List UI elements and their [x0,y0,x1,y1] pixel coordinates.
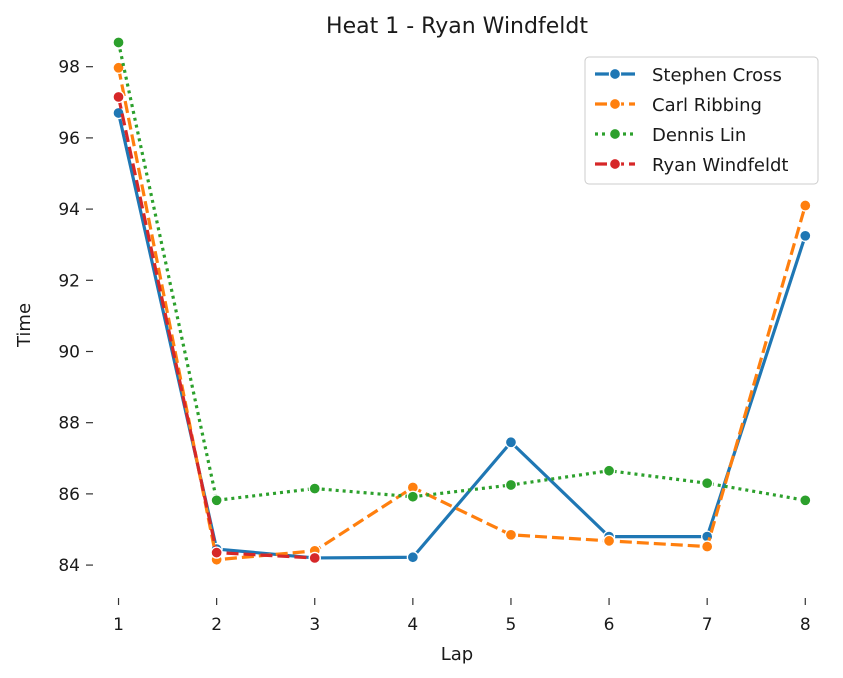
data-point [799,494,812,507]
x-tick-label: 1 [113,615,124,635]
series-line [116,112,807,560]
data-point [210,546,223,559]
legend-marker [608,67,622,81]
series-dennis-lin [112,36,812,507]
y-tick-label: 90 [58,342,80,362]
legend: Stephen Cross Carl Ribbing Dennis Lin Ryan … [584,56,819,185]
data-point [701,540,714,553]
y-axis-label: Time [14,303,35,348]
series-layer [112,36,812,566]
x-tick-label: 5 [506,615,517,635]
y-tick-label: 92 [58,271,80,291]
series-ryan-windfeldt [112,90,321,565]
series-line [116,42,806,502]
series-carl-ribbing [112,61,812,566]
data-point [504,528,518,541]
data-point [799,229,812,242]
y-tick-label: 98 [58,58,80,78]
data-point [112,90,125,104]
y-tick-label: 88 [58,414,80,434]
data-point [210,494,223,507]
legend-item: Dennis Lin [595,125,746,146]
chart-title: Heat 1 - Ryan Windfeldt [326,14,588,39]
data-point [504,478,518,492]
x-tick-label: 7 [702,615,713,635]
x-tick-label: 2 [211,615,222,635]
x-tick-label: 4 [407,615,418,635]
legend-label: Ryan Windfeldt [652,155,788,176]
x-axis-label: Lap [441,644,473,665]
data-point [504,436,518,449]
series-line [116,67,807,562]
y-tick-label: 94 [58,200,80,220]
data-point [602,464,616,477]
legend-box [584,56,819,185]
x-tick-label: 8 [800,615,811,635]
y-tick-label: 96 [58,129,80,149]
series-line [116,96,315,560]
data-point [308,482,321,495]
data-point [701,477,714,490]
x-axis: 1 2 3 4 5 6 7 8 [113,598,811,635]
legend-label: Stephen Cross [652,65,782,86]
data-point [406,490,420,503]
x-tick-label: 3 [309,615,320,635]
data-point [602,534,616,548]
data-point [112,61,125,74]
y-axis: 84 86 88 90 92 94 96 98 [58,58,93,576]
legend-item: Ryan Windfeldt [595,155,788,176]
data-point [799,199,812,212]
legend-marker [608,157,622,171]
legend-marker [608,127,622,141]
y-tick-label: 84 [58,556,80,576]
x-tick-label: 6 [604,615,615,635]
data-point [406,551,420,564]
data-point [308,551,321,565]
legend-label: Carl Ribbing [652,95,762,116]
data-point [112,36,125,49]
legend-label: Dennis Lin [652,125,746,146]
legend-item: Stephen Cross [595,65,782,86]
legend-marker [608,97,622,111]
legend-item: Carl Ribbing [595,95,762,116]
y-tick-label: 86 [58,485,80,505]
